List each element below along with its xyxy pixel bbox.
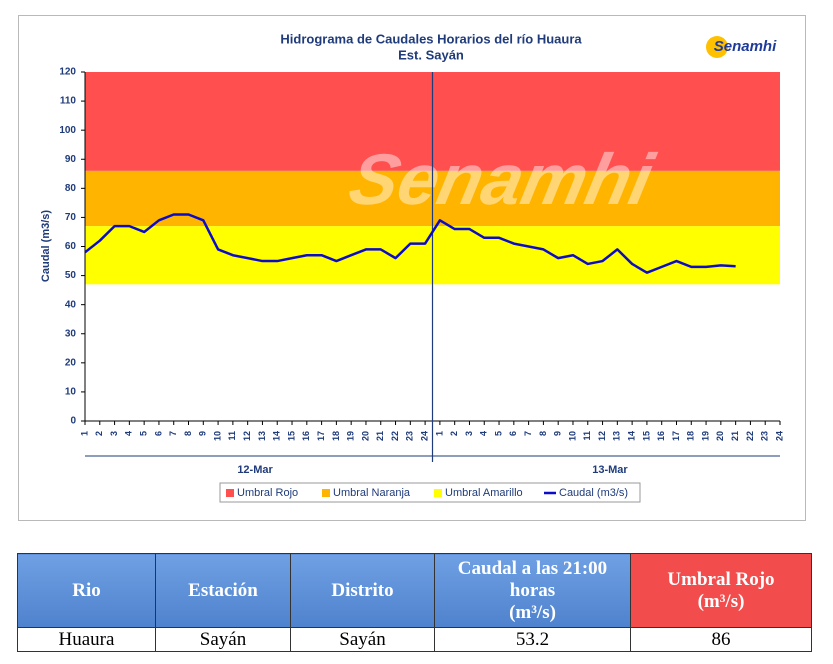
x-tick-label: 14 bbox=[272, 431, 282, 441]
y-tick-label: 60 bbox=[65, 241, 77, 252]
x-tick-label: 5 bbox=[493, 431, 503, 436]
x-tick-label: 18 bbox=[686, 431, 696, 441]
legend-swatch bbox=[434, 489, 442, 497]
summary-table: Rio Estación Distrito Caudal a las 21:00… bbox=[17, 553, 812, 652]
y-tick-label: 0 bbox=[70, 416, 76, 427]
y-tick-label: 70 bbox=[65, 212, 77, 223]
header-row: Rio Estación Distrito Caudal a las 21:00… bbox=[17, 553, 812, 628]
group-label: 12-Mar bbox=[237, 464, 273, 476]
header-cell: Distrito bbox=[290, 553, 435, 628]
x-tick-label: 10 bbox=[567, 431, 577, 441]
header-unit: (m³/s) bbox=[509, 601, 556, 623]
x-tick-label: 12 bbox=[597, 431, 607, 441]
header-cell: Umbral Rojo (m³/s) bbox=[630, 553, 812, 628]
x-tick-label: 8 bbox=[538, 431, 548, 436]
y-axis-label: Caudal (m3/s) bbox=[40, 210, 52, 282]
cell: Huaura bbox=[17, 627, 156, 652]
x-tick-label: 7 bbox=[168, 431, 178, 436]
y-tick-label: 30 bbox=[65, 328, 77, 339]
x-tick-label: 18 bbox=[331, 431, 341, 441]
x-tick-label: 15 bbox=[641, 431, 651, 441]
x-tick-label: 21 bbox=[375, 431, 385, 441]
x-tick-label: 12 bbox=[242, 431, 252, 441]
y-tick-label: 40 bbox=[65, 299, 77, 310]
x-tick-label: 6 bbox=[153, 431, 163, 436]
x-tick-label: 3 bbox=[109, 431, 119, 436]
chart: Senamhi Hidrograma de Caudales Horarios … bbox=[40, 31, 784, 503]
cell: 86 bbox=[630, 627, 812, 652]
x-tick-label: 4 bbox=[124, 431, 134, 436]
x-tick-label: 16 bbox=[656, 431, 666, 441]
header-cell: Rio bbox=[17, 553, 156, 628]
x-tick-label: 19 bbox=[346, 431, 356, 441]
x-tick-label: 7 bbox=[523, 431, 533, 436]
x-tick-label: 11 bbox=[227, 431, 237, 441]
y-tick-label: 90 bbox=[65, 154, 77, 165]
x-tick-label: 8 bbox=[183, 431, 193, 436]
cell: Sayán bbox=[290, 627, 435, 652]
y-tick-label: 20 bbox=[65, 357, 77, 368]
x-tick-label: 1 bbox=[434, 431, 444, 436]
x-tick-label: 3 bbox=[464, 431, 474, 436]
x-tick-label: 19 bbox=[700, 431, 710, 441]
x-tick-label: 2 bbox=[449, 431, 459, 436]
legend-swatch bbox=[226, 489, 234, 497]
x-tick-label: 20 bbox=[360, 431, 370, 441]
x-tick-label: 4 bbox=[479, 431, 489, 436]
y-tick-label: 50 bbox=[65, 270, 77, 281]
x-tick-label: 20 bbox=[715, 431, 725, 441]
group-label: 13-Mar bbox=[592, 464, 628, 476]
y-tick-label: 100 bbox=[59, 125, 76, 136]
y-tick-label: 80 bbox=[65, 183, 77, 194]
x-tick-label: 17 bbox=[316, 431, 326, 441]
y-tick-label: 10 bbox=[65, 387, 77, 398]
y-tick-label: 110 bbox=[60, 96, 77, 107]
x-tick-label: 11 bbox=[582, 431, 592, 441]
y-tick-label: 120 bbox=[59, 67, 76, 78]
chart-subtitle: Est. Sayán bbox=[398, 47, 464, 62]
cell: 53.2 bbox=[434, 627, 631, 652]
x-tick-label: 1 bbox=[79, 431, 89, 436]
chart-frame bbox=[18, 15, 806, 521]
x-tick-label: 5 bbox=[139, 431, 149, 436]
x-tick-label: 21 bbox=[730, 431, 740, 441]
header-cell: Estación bbox=[155, 553, 291, 628]
x-tick-label: 24 bbox=[774, 431, 784, 441]
data-row: Huaura Sayán Sayán 53.2 86 bbox=[17, 627, 812, 652]
chart-title: Hidrograma de Caudales Horarios del río … bbox=[280, 31, 582, 46]
x-tick-label: 6 bbox=[508, 431, 518, 436]
header-unit: (m³/s) bbox=[697, 590, 745, 612]
x-tick-label: 2 bbox=[94, 431, 104, 436]
header-text: Caudal a las 21:00 horas bbox=[457, 557, 608, 601]
x-tick-label: 13 bbox=[612, 431, 622, 441]
x-tick-label: 23 bbox=[760, 431, 770, 441]
x-tick-label: 22 bbox=[390, 431, 400, 441]
legend-swatch bbox=[322, 489, 330, 497]
x-tick-label: 15 bbox=[286, 431, 296, 441]
x-tick-label: 9 bbox=[198, 431, 208, 436]
legend-label: Umbral Naranja bbox=[333, 487, 411, 499]
header-cell: Caudal a las 21:00 horas (m³/s) bbox=[434, 553, 631, 628]
cell: Sayán bbox=[155, 627, 291, 652]
x-tick-label: 17 bbox=[671, 431, 681, 441]
x-tick-label: 9 bbox=[553, 431, 563, 436]
legend-box bbox=[219, 482, 641, 503]
header-text: Umbral Rojo bbox=[667, 568, 775, 590]
x-tick-label: 22 bbox=[745, 431, 755, 441]
x-tick-label: 16 bbox=[301, 431, 311, 441]
x-tick-label: 10 bbox=[212, 431, 222, 441]
logo: Senamhi bbox=[714, 38, 777, 55]
watermark: Senamhi bbox=[343, 140, 662, 220]
x-tick-label: 14 bbox=[627, 431, 637, 441]
x-tick-label: 24 bbox=[419, 431, 429, 441]
x-tick-label: 23 bbox=[405, 431, 415, 441]
logo-sun bbox=[706, 36, 728, 58]
x-tick-label: 13 bbox=[257, 431, 267, 441]
legend-label: Umbral Rojo bbox=[237, 487, 298, 499]
legend-label: Caudal (m3/s) bbox=[559, 487, 628, 499]
legend-label: Umbral Amarillo bbox=[445, 487, 523, 499]
data-line bbox=[84, 213, 736, 274]
